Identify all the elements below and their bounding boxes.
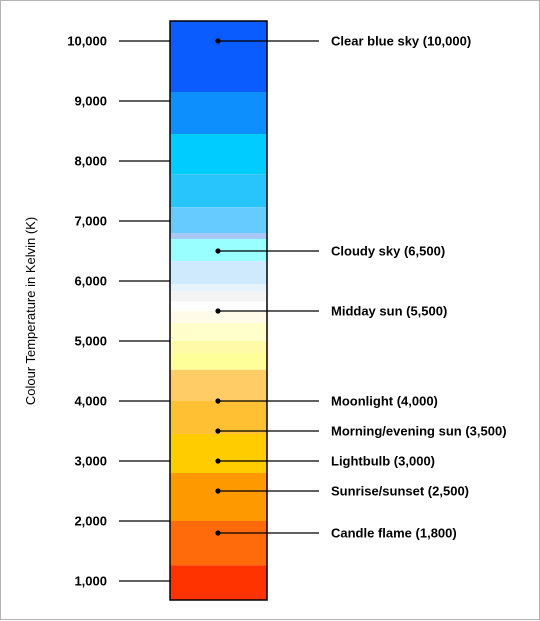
tick-label: 4,000: [74, 394, 107, 409]
tick-label: 7,000: [74, 214, 107, 229]
tick-label: 10,000: [67, 34, 107, 49]
annotation-label: Midday sun (5,500): [331, 304, 447, 319]
annotation-dot: [215, 488, 221, 494]
colour-band: [170, 134, 267, 175]
tick-label: 6,000: [74, 274, 107, 289]
annotation-label: Candle flame (1,800): [331, 526, 457, 541]
colour-band: [170, 341, 267, 353]
annotation-label: Lightbulb (3,000): [331, 454, 435, 469]
tick-label: 2,000: [74, 514, 107, 529]
annotation-label: Cloudy sky (6,500): [331, 244, 445, 259]
colour-band: [170, 291, 267, 302]
annotations: Clear blue sky (10,000) Cloudy sky (6,500…: [215, 34, 507, 541]
colour-band: [170, 261, 267, 284]
annotation-label: Clear blue sky (10,000): [331, 34, 471, 49]
annotation-label: Moonlight (4,000): [331, 394, 438, 409]
colour-band: [170, 565, 267, 600]
annotation-dot: [215, 248, 221, 254]
annotation-dot: [215, 428, 221, 434]
colour-band: [170, 207, 267, 233]
tick-label: 8,000: [74, 154, 107, 169]
axis-title: Colour Temperature in Kelvin (K): [23, 217, 38, 405]
annotation-dot: [215, 458, 221, 464]
tick-label: 3,000: [74, 454, 107, 469]
colour-band: [170, 233, 267, 239]
colour-band: [170, 473, 267, 521]
annotation-label: Sunrise/sunset (2,500): [331, 484, 469, 499]
tick-label: 1,000: [74, 574, 107, 589]
tick-label: 9,000: [74, 94, 107, 109]
annotation-dot: [215, 398, 221, 404]
annotation-dot: [215, 530, 221, 536]
colour-band: [170, 323, 267, 341]
colour-band: [170, 369, 267, 401]
colour-band: [170, 434, 267, 473]
annotation-dot: [215, 308, 221, 314]
tick-marks: 10,000 9,000 8,000 7,000 6,000 5,000 4,000 3,00…: [67, 34, 170, 589]
colour-band: [170, 353, 267, 370]
colour-band: [170, 284, 267, 292]
tick-label: 5,000: [74, 334, 107, 349]
colour-bands: [170, 21, 267, 600]
colour-band: [170, 311, 267, 323]
colour-band: [170, 92, 267, 134]
colour-band: [170, 301, 267, 311]
annotation-label: Morning/evening sun (3,500): [331, 424, 507, 439]
colour-band: [170, 21, 267, 93]
colour-band: [170, 521, 267, 566]
colour-band: [170, 174, 267, 208]
annotation-dot: [215, 38, 221, 44]
